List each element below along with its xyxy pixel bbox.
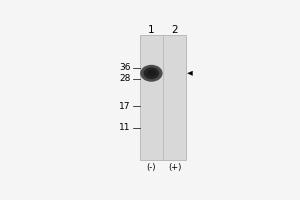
Text: (-): (-) <box>147 163 156 172</box>
Text: 1: 1 <box>148 25 155 35</box>
Ellipse shape <box>147 70 156 77</box>
Text: 28: 28 <box>119 74 130 83</box>
Text: 11: 11 <box>119 123 130 132</box>
Ellipse shape <box>140 65 163 82</box>
Bar <box>140 35 186 160</box>
Polygon shape <box>188 71 193 76</box>
Text: 2: 2 <box>171 25 178 35</box>
Ellipse shape <box>144 67 159 79</box>
Text: 36: 36 <box>119 63 130 72</box>
Text: (+): (+) <box>168 163 182 172</box>
Text: 17: 17 <box>119 102 130 111</box>
